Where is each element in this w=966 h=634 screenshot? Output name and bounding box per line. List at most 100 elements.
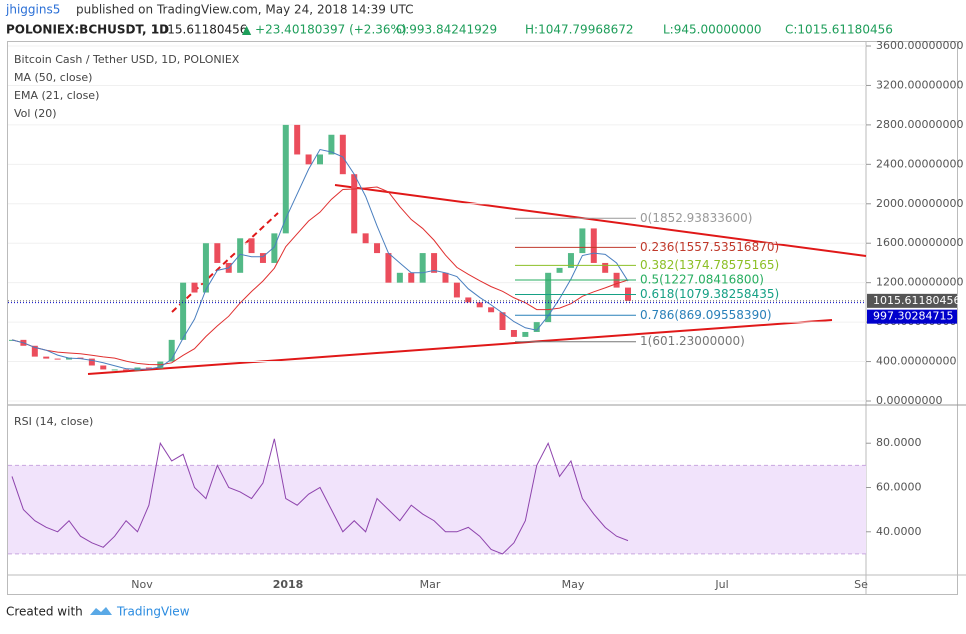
x-tick-label: Nov [131, 578, 153, 591]
candle [168, 339, 175, 362]
candle [259, 253, 266, 263]
resistance-trendline [334, 184, 867, 257]
y-tick-label: 3200.00000000 [876, 78, 963, 91]
candle [214, 243, 221, 263]
fib-label: 0.382(1374.78575165) [640, 258, 779, 272]
x-tick-label: Jul [714, 578, 728, 591]
fib-label: 0(1852.93833600) [640, 211, 752, 225]
candle [339, 134, 346, 175]
low: L:945.00000000 [663, 23, 762, 37]
candle [567, 253, 574, 268]
candle [385, 253, 392, 283]
price-tag [867, 309, 957, 324]
candle [294, 124, 301, 155]
x-tick-label: Se [854, 578, 868, 591]
price-tag-label: 997.30284715 [873, 310, 953, 323]
candle [533, 322, 540, 332]
candle [431, 253, 438, 273]
price-tag [867, 293, 957, 308]
candle [522, 331, 529, 337]
y-tick-label: 3600.00000000 [876, 39, 963, 52]
candle [545, 272, 552, 323]
y-tick-label: 2400.00000000 [876, 157, 963, 170]
candle [602, 262, 609, 273]
candle [180, 282, 187, 340]
candle [499, 312, 506, 330]
y-tick-label: 1600.00000000 [876, 236, 963, 249]
candle [305, 154, 312, 165]
fib-label: 1(601.23000000) [640, 334, 745, 348]
close: C:1015.61180456 [785, 23, 893, 37]
y-tick-label: 2000.00000000 [876, 197, 963, 210]
candle [453, 282, 460, 298]
candle [248, 238, 255, 254]
ema-line [11, 148, 629, 370]
fib-label: 0.5(1227.08416800) [640, 272, 764, 286]
candle [419, 253, 426, 283]
x-tick-label: May [562, 578, 585, 591]
open: O:993.84241929 [396, 23, 497, 37]
x-tick-label: Mar [420, 578, 441, 591]
y-tick-label: 400.00000000 [876, 355, 956, 368]
candle [328, 134, 335, 155]
ma-line [11, 186, 629, 366]
frame [7, 41, 958, 595]
change: ▲ +23.40180397 (+2.36%) [242, 23, 407, 37]
candle [191, 282, 198, 293]
high: H:1047.79968672 [525, 23, 634, 37]
support-trendline [87, 319, 833, 375]
candle [396, 272, 403, 283]
candle [488, 307, 495, 313]
footer-brand[interactable]: TradingView [116, 605, 190, 619]
published: published on TradingView.com, May 24, 20… [76, 3, 413, 17]
legend-item: Bitcoin Cash / Tether USD, 1D, POLONIEX [14, 53, 240, 66]
candle [590, 228, 597, 263]
candle [408, 272, 415, 283]
x-tick-label: 2018 [273, 578, 304, 591]
candle [442, 272, 449, 283]
candle [374, 243, 381, 254]
fib-label: 0.236(1557.53516870) [640, 240, 779, 254]
candle [510, 330, 517, 337]
candle [317, 154, 323, 165]
rsi-line [11, 438, 629, 555]
candle [465, 297, 472, 303]
footer-created: Created with [6, 605, 83, 619]
brand-logo [90, 607, 112, 615]
candle [43, 356, 50, 359]
candle [100, 365, 107, 370]
candle [556, 267, 563, 273]
candle [271, 233, 278, 263]
candle [88, 358, 95, 366]
last: 1015.61180456 [152, 23, 247, 37]
legend-item: EMA (21, close) [14, 89, 99, 102]
candle [282, 124, 289, 234]
legend-item: MA (50, close) [14, 71, 92, 84]
y-tick-label: 2800.00000000 [876, 118, 963, 131]
candle [111, 369, 118, 371]
symbol: POLONIEX:BCHUSDT, 1D [6, 23, 169, 37]
dashed-trendline [171, 212, 279, 313]
candle [31, 345, 38, 357]
author[interactable]: jhiggins5 [5, 3, 60, 17]
candle [202, 243, 209, 293]
candle [362, 233, 369, 244]
y-tick-label: 1200.00000000 [876, 276, 963, 289]
candle [237, 238, 244, 273]
price-tag-label: 1015.61180456 [873, 294, 960, 307]
legend-item: Vol (20) [14, 107, 57, 120]
candle [351, 174, 358, 234]
candle [54, 358, 61, 360]
rsi-band [8, 465, 866, 554]
fib-label: 0.786(869.09558390) [640, 308, 772, 322]
rsi-tick-label: 40.0000 [876, 525, 922, 538]
y-tick-label: 0.00000000 [876, 394, 942, 407]
candle [123, 369, 130, 371]
candle [476, 302, 483, 308]
fib-label: 0.618(1079.38258435) [640, 287, 779, 301]
rsi-tick-label: 80.0000 [876, 436, 922, 449]
rsi-tick-label: 60.0000 [876, 481, 922, 494]
candle [145, 367, 152, 369]
